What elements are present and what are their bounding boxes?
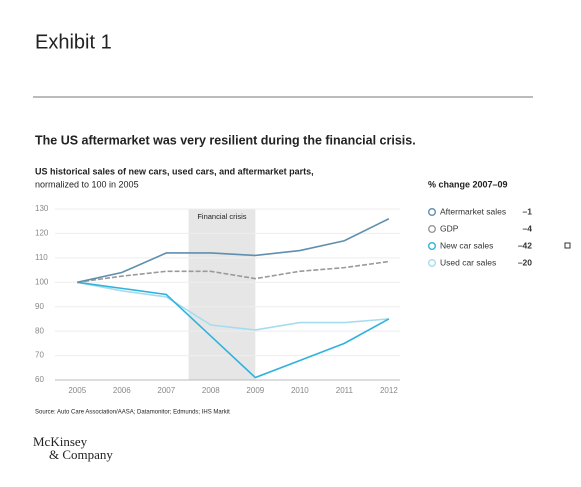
legend-label: Aftermarket sales	[440, 206, 506, 216]
headline: The US aftermarket was very resilient du…	[35, 133, 416, 147]
y-tick-label: 110	[35, 253, 48, 262]
series-line	[77, 281, 390, 379]
logo: & Company	[49, 447, 113, 462]
series-line	[77, 281, 389, 331]
icon	[564, 242, 571, 249]
logo: McKinsey	[33, 434, 88, 449]
x-tick-label: 2011	[336, 386, 354, 395]
x-tick-label: 2005	[68, 386, 86, 395]
legend-marker	[428, 224, 437, 233]
legend-change: –20	[518, 257, 532, 267]
chart-subtitle: normalized to 100 in 2005	[35, 179, 139, 189]
series-line	[77, 260, 389, 284]
legend-marker	[428, 259, 437, 268]
crisis-shade	[188, 209, 256, 380]
legend-marker	[428, 241, 437, 250]
x-tick-label: 2007	[157, 386, 175, 395]
chart-title: US historical sales of new cars, used ca…	[35, 166, 314, 176]
x-tick-label: 2008	[202, 386, 220, 395]
plot: Financial crisis 60 70 80 90 100 110 120 130 2005…	[35, 204, 532, 395]
x-tick-label: 2010	[291, 386, 309, 395]
y-tick-label: 130	[35, 204, 49, 213]
x-tick-label: 2012	[380, 386, 398, 395]
source: Source: Auto Care Association/AASA; Data…	[35, 410, 230, 416]
series-line	[77, 218, 390, 284]
legend-label: Used car sales	[440, 257, 496, 267]
legend-label: GDP	[440, 223, 459, 233]
x-tick-label: 2009	[246, 386, 264, 395]
y-tick-label: 100	[35, 277, 49, 286]
y-tick-label: 80	[35, 326, 44, 335]
legend-change: –42	[518, 240, 532, 250]
legend-change: –4	[523, 223, 533, 233]
legend-title: % change 2007–09	[428, 179, 508, 189]
legend-label: New car sales	[440, 240, 493, 250]
shade-label: Financial crisis	[197, 212, 246, 221]
y-tick-label: 60	[35, 375, 44, 384]
legend-change: –1	[523, 206, 533, 216]
x-tick-label: 2006	[113, 386, 131, 395]
exhibit-label: Exhibit 1	[35, 31, 112, 53]
y-tick-label: 120	[35, 229, 49, 238]
y-tick-label: 90	[35, 302, 44, 311]
legend-marker	[428, 207, 437, 216]
y-tick-label: 70	[35, 351, 44, 360]
